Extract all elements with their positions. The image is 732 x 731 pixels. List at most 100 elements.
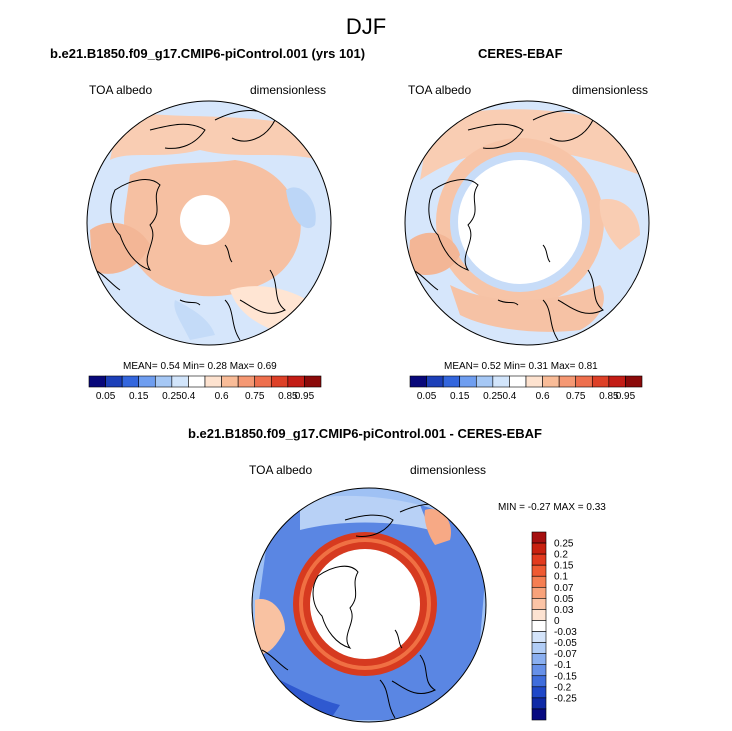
colorbar-tick-label: -0.1 bbox=[554, 660, 572, 671]
albedo-colorbar-model: 0.05 0.15 0.25 0.4 0.6 0.75 0.850.95 bbox=[88, 375, 322, 402]
colorbar-tick-label: 0.15 bbox=[129, 391, 149, 402]
colorbar-tick-label: 0.15 bbox=[554, 561, 574, 572]
colorbar-swatch bbox=[531, 609, 547, 621]
colorbar-swatch bbox=[509, 375, 527, 388]
colorbar-swatch bbox=[531, 531, 547, 544]
colorbar-tick-label: 0 bbox=[554, 616, 560, 627]
mean-label: MEAN= bbox=[123, 361, 158, 372]
colorbar-swatch bbox=[304, 375, 322, 388]
colorbar-swatch bbox=[459, 375, 477, 388]
mean-value: 0.54 bbox=[160, 361, 180, 372]
colorbar-tick-label: 0.07 bbox=[554, 583, 574, 594]
colorbar-swatch bbox=[531, 586, 547, 599]
colorbar-tick-label: -0.2 bbox=[554, 682, 572, 693]
max-label: MAX = bbox=[553, 502, 584, 513]
colorbar-tick-label: 0.25 bbox=[483, 391, 503, 402]
colorbar-swatch bbox=[254, 375, 272, 388]
panel2-units-label: dimensionless bbox=[572, 83, 649, 97]
colorbar-tick-label: 0.4 bbox=[502, 391, 516, 402]
min-value: 0.28 bbox=[207, 361, 227, 372]
colorbar-tick-label: 0.6 bbox=[215, 391, 229, 402]
colorbar-tick-label: 0.95 bbox=[295, 391, 315, 402]
colorbar-swatch bbox=[531, 642, 547, 654]
colorbar-swatch bbox=[575, 375, 593, 388]
colorbar-swatch bbox=[608, 375, 626, 388]
difference-colorbar: 0.250.20.150.10.070.050.030-0.03-0.05-0.… bbox=[531, 531, 577, 721]
colorbar-swatch bbox=[426, 375, 444, 388]
figure-title: DJF bbox=[345, 14, 387, 39]
colorbar-tick-label: 0.4 bbox=[181, 391, 195, 402]
panel2-stats: MEAN= 0.52 Min= 0.31 Max= 0.81 bbox=[444, 361, 598, 372]
colorbar-swatch bbox=[475, 375, 494, 388]
colorbar-tick-label: 0.6 bbox=[536, 391, 550, 402]
colorbar-swatch bbox=[88, 375, 106, 388]
panel2-variable-label: TOA albedo bbox=[408, 83, 472, 97]
colorbar-tick-label: 0.05 bbox=[96, 391, 116, 402]
panel3-title: b.e21.B1850.f09_g17.CMIP6-piControl.001 … bbox=[188, 426, 542, 441]
min-label: Min= bbox=[503, 361, 526, 372]
colorbar-tick-label: 0.05 bbox=[417, 391, 437, 402]
panel2-title: CERES-EBAF bbox=[478, 46, 563, 61]
colorbar-swatch bbox=[270, 375, 289, 388]
max-label: Max= bbox=[550, 361, 576, 372]
colorbar-swatch bbox=[625, 375, 643, 388]
max-value: 0.81 bbox=[578, 361, 598, 372]
colorbar-swatch bbox=[221, 375, 239, 388]
colorbar-tick-label: 0.85 bbox=[278, 391, 298, 402]
ceres-albedo-map bbox=[405, 101, 649, 345]
colorbar-swatch bbox=[237, 375, 256, 388]
colorbar-tick-label: 0.05 bbox=[554, 594, 574, 605]
panel1-stats: MEAN= 0.54 Min= 0.28 Max= 0.69 bbox=[123, 361, 277, 372]
colorbar-tick-label: 0.1 bbox=[554, 572, 568, 583]
colorbar-swatch bbox=[531, 697, 547, 710]
colorbar-swatch bbox=[591, 375, 610, 388]
colorbar-swatch bbox=[531, 653, 547, 666]
colorbar-tick-label: 0.75 bbox=[245, 391, 265, 402]
colorbar-tick-label: 0.95 bbox=[616, 391, 636, 402]
colorbar-tick-label: 0.03 bbox=[554, 605, 574, 616]
colorbar-tick-label: -0.25 bbox=[554, 693, 577, 704]
colorbar-swatch bbox=[188, 375, 206, 388]
colorbar-swatch bbox=[531, 564, 547, 577]
colorbar-tick-label: -0.15 bbox=[554, 671, 577, 682]
colorbar-swatch bbox=[171, 375, 189, 388]
colorbar-tick-label: 0.2 bbox=[554, 550, 568, 561]
colorbar-swatch bbox=[531, 598, 547, 610]
colorbar-swatch bbox=[531, 631, 547, 643]
panel1-units-label: dimensionless bbox=[250, 83, 327, 97]
colorbar-swatch bbox=[154, 375, 173, 388]
colorbar-swatch bbox=[531, 620, 547, 632]
colorbar-swatch bbox=[542, 375, 560, 388]
colorbar-tick-label: -0.03 bbox=[554, 627, 577, 638]
mean-value: 0.52 bbox=[481, 361, 501, 372]
albedo-colorbar-ceres: 0.05 0.15 0.25 0.4 0.6 0.75 0.850.95 bbox=[409, 375, 643, 402]
max-label: Max= bbox=[229, 361, 255, 372]
panel3-stats: MIN = -0.27 MAX = 0.33 bbox=[498, 502, 606, 513]
min-value: 0.31 bbox=[528, 361, 548, 372]
min-label: Min= bbox=[182, 361, 205, 372]
min-label: MIN = bbox=[498, 502, 525, 513]
panel3-variable-label: TOA albedo bbox=[249, 463, 313, 477]
colorbar-swatch bbox=[531, 708, 547, 721]
colorbar-tick-label: 0.15 bbox=[450, 391, 470, 402]
colorbar-swatch bbox=[525, 375, 543, 388]
colorbar-tick-label: 0.75 bbox=[566, 391, 586, 402]
colorbar-tick-label: 0.85 bbox=[599, 391, 619, 402]
mean-label: MEAN= bbox=[444, 361, 479, 372]
colorbar-swatch bbox=[531, 664, 547, 677]
map2-border bbox=[404, 100, 650, 346]
colorbar-swatch bbox=[531, 575, 547, 588]
colorbar-swatch bbox=[138, 375, 156, 388]
colorbar-swatch bbox=[409, 375, 427, 388]
colorbar-swatch bbox=[287, 375, 305, 388]
colorbar-swatch bbox=[531, 675, 547, 688]
max-value: 0.33 bbox=[586, 502, 606, 513]
colorbar-swatch bbox=[531, 686, 547, 699]
colorbar-swatch bbox=[121, 375, 140, 388]
colorbar-tick-label: 0.25 bbox=[162, 391, 182, 402]
colorbar-swatch bbox=[531, 542, 547, 555]
colorbar-swatch bbox=[492, 375, 510, 388]
difference-map bbox=[252, 488, 486, 722]
map3-border bbox=[251, 487, 487, 723]
